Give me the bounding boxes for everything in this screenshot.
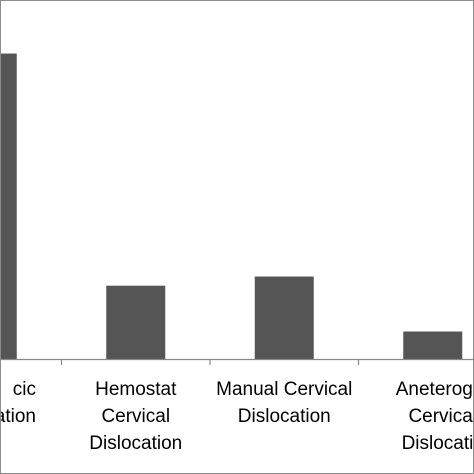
x-tick-label-3-line-2: Dislocatio — [402, 433, 474, 454]
x-tick-label-1-line-2: Dislocation — [89, 433, 182, 454]
x-tick-label-1-line-1: Cervical — [101, 406, 170, 427]
bar-1 — [106, 285, 166, 359]
bar-0 — [0, 53, 17, 359]
x-tick-label-1-line-0: Hemostat — [95, 379, 177, 400]
x-tick-label-0-line-0: cic — [13, 379, 36, 400]
x-tick-label-3-line-0: Aneterogra — [396, 379, 474, 400]
bar-3 — [403, 331, 463, 359]
x-tick-label-0: cic ation — [0, 379, 36, 427]
x-tick-label-0-line-1: ation — [0, 406, 36, 427]
x-tick-label-2-line-0: Manual Cervical — [216, 379, 352, 400]
bars-group — [0, 53, 463, 359]
x-tick-label-1: Hemostat Cervical Dislocation — [89, 379, 182, 454]
x-tick-label-2-line-1: Dislocation — [238, 406, 331, 427]
bar-2 — [254, 276, 314, 359]
x-tick-label-3-line-1: Cervical — [408, 406, 474, 427]
axes-group — [0, 358, 474, 365]
x-tick-label-3: Aneterogra Cervical Dislocatio — [396, 379, 474, 454]
x-tick-label-2: Manual Cervical Dislocation — [216, 379, 352, 427]
